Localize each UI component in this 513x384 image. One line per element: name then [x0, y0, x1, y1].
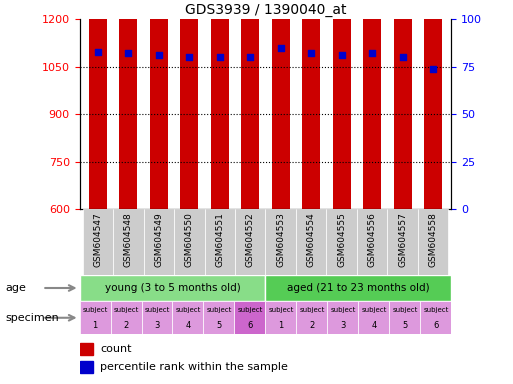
Text: 4: 4 [185, 321, 191, 330]
Text: subject: subject [82, 306, 108, 313]
Bar [235, 209, 266, 275]
Point [429, 66, 437, 72]
Text: 3: 3 [154, 321, 160, 330]
Title: GDS3939 / 1390040_at: GDS3939 / 1390040_at [185, 3, 346, 17]
Text: age: age [5, 283, 26, 293]
Point [94, 48, 102, 55]
Bar [172, 301, 204, 334]
Bar [89, 0, 107, 209]
Bar [302, 0, 320, 209]
Text: GSM604551: GSM604551 [215, 213, 224, 267]
Bar [332, 0, 351, 209]
Text: GSM604556: GSM604556 [368, 213, 377, 267]
Text: subject: subject [206, 306, 232, 313]
Text: 1: 1 [279, 321, 284, 330]
Bar [266, 209, 296, 275]
Bar [359, 301, 389, 334]
Text: GSM604547: GSM604547 [93, 213, 102, 267]
Bar [150, 0, 168, 209]
Text: subject: subject [392, 306, 418, 313]
Point [338, 52, 346, 58]
Text: subject: subject [238, 306, 263, 313]
Bar [421, 301, 451, 334]
Bar [119, 0, 137, 209]
Bar [80, 361, 92, 373]
Text: 6: 6 [247, 321, 253, 330]
Text: GSM604558: GSM604558 [429, 213, 438, 267]
Bar [110, 301, 142, 334]
Bar [241, 0, 260, 209]
Bar [142, 301, 172, 334]
Text: 5: 5 [402, 321, 407, 330]
Bar [393, 0, 412, 209]
Bar [265, 275, 451, 301]
Bar [211, 0, 229, 209]
Text: 6: 6 [433, 321, 439, 330]
Bar [357, 209, 387, 275]
Text: subject: subject [330, 306, 356, 313]
Text: subject: subject [144, 306, 170, 313]
Bar [271, 0, 290, 209]
Text: GSM604553: GSM604553 [276, 213, 285, 267]
Bar [387, 209, 418, 275]
Text: subject: subject [268, 306, 293, 313]
Point [185, 54, 193, 60]
Bar [205, 209, 235, 275]
Text: GSM604552: GSM604552 [246, 213, 255, 267]
Bar [363, 0, 381, 209]
Text: GSM604548: GSM604548 [124, 213, 133, 267]
Text: GSM604555: GSM604555 [337, 213, 346, 267]
Bar [326, 209, 357, 275]
Text: subject: subject [361, 306, 387, 313]
Bar [144, 209, 174, 275]
Text: 4: 4 [371, 321, 377, 330]
Bar [80, 275, 265, 301]
Text: GSM604554: GSM604554 [307, 213, 315, 267]
Bar [174, 209, 205, 275]
Point [155, 52, 163, 58]
Bar [80, 343, 92, 355]
Text: GSM604550: GSM604550 [185, 213, 194, 267]
Text: 3: 3 [340, 321, 346, 330]
Bar [389, 301, 421, 334]
Text: 2: 2 [124, 321, 129, 330]
Bar [234, 301, 265, 334]
Point [307, 50, 315, 56]
Text: 2: 2 [309, 321, 314, 330]
Bar [418, 209, 448, 275]
Text: GSM604557: GSM604557 [398, 213, 407, 267]
Bar [297, 301, 327, 334]
Bar [327, 301, 359, 334]
Bar [296, 209, 326, 275]
Text: percentile rank within the sample: percentile rank within the sample [100, 362, 288, 372]
Point [215, 54, 224, 60]
Bar [265, 301, 297, 334]
Point [246, 54, 254, 60]
Text: 5: 5 [216, 321, 222, 330]
Bar [80, 301, 110, 334]
Text: count: count [100, 344, 131, 354]
Text: young (3 to 5 months old): young (3 to 5 months old) [105, 283, 241, 293]
Point [277, 45, 285, 51]
Text: GSM604549: GSM604549 [154, 213, 163, 267]
Text: subject: subject [299, 306, 325, 313]
Point [368, 50, 376, 56]
Text: subject: subject [423, 306, 449, 313]
Point [124, 50, 132, 56]
Bar [113, 209, 144, 275]
Text: subject: subject [175, 306, 201, 313]
Point [399, 54, 407, 60]
Bar [424, 17, 442, 209]
Text: aged (21 to 23 months old): aged (21 to 23 months old) [287, 283, 430, 293]
Text: specimen: specimen [5, 313, 59, 323]
Text: subject: subject [113, 306, 139, 313]
Bar [83, 209, 113, 275]
Bar [180, 0, 199, 209]
Bar [204, 301, 234, 334]
Text: 1: 1 [92, 321, 97, 330]
